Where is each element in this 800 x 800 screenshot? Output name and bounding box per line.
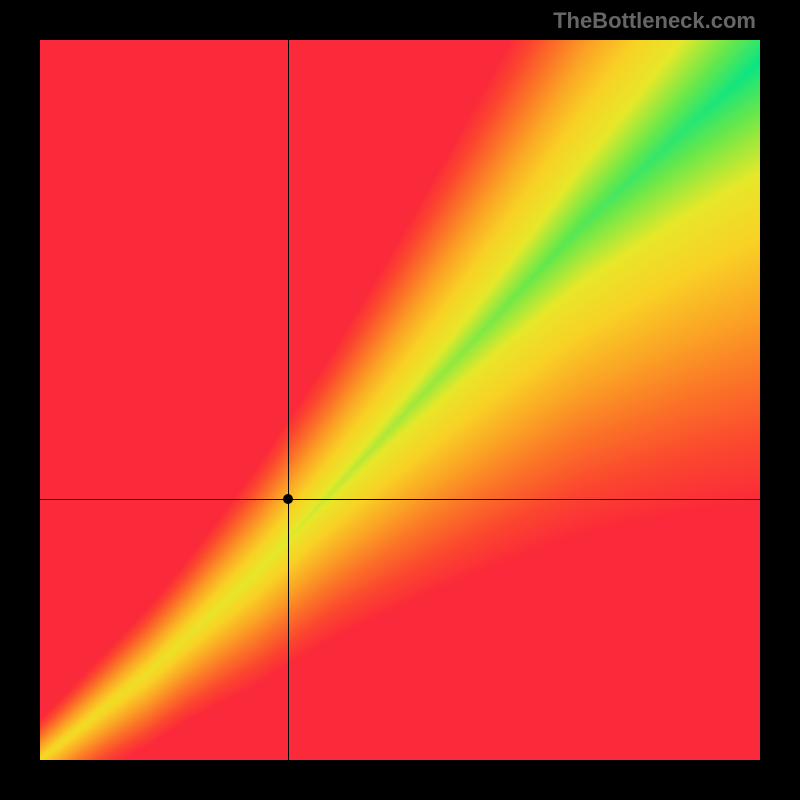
crosshair-vertical <box>288 40 289 760</box>
crosshair-marker-dot <box>283 494 293 504</box>
chart-container: TheBottleneck.com <box>0 0 800 800</box>
crosshair-horizontal <box>40 499 760 500</box>
heatmap-canvas <box>40 40 760 760</box>
heatmap-plot <box>40 40 760 760</box>
watermark-text: TheBottleneck.com <box>553 8 756 34</box>
